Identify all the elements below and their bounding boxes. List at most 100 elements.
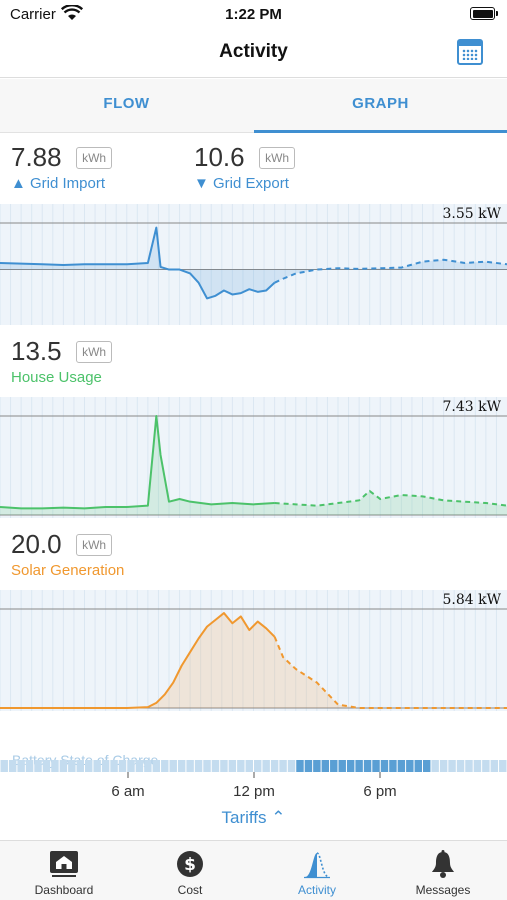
battery-cell bbox=[8, 760, 17, 772]
battery-cell bbox=[499, 760, 507, 772]
calendar-icon[interactable] bbox=[457, 39, 483, 65]
battery-cell bbox=[220, 760, 228, 772]
house-usage-metric: 13.5 kWh House Usage bbox=[11, 336, 113, 386]
tick-12pm: 12 pm bbox=[233, 783, 275, 800]
house-usage-label: House Usage bbox=[11, 369, 102, 386]
battery-cell bbox=[203, 760, 211, 772]
battery-cell bbox=[68, 760, 76, 772]
tick-6am: 6 am bbox=[111, 783, 145, 800]
battery-cell bbox=[161, 760, 169, 772]
battery-cell bbox=[380, 760, 389, 772]
battery-cell bbox=[296, 760, 304, 772]
house-area bbox=[0, 416, 507, 515]
battery-cell bbox=[313, 760, 321, 772]
house-chart[interactable]: 7.43 kW bbox=[0, 397, 507, 518]
battery-cell bbox=[414, 760, 422, 772]
battery-cell bbox=[110, 760, 118, 772]
battery-cell bbox=[85, 760, 93, 772]
page-title: Activity bbox=[219, 41, 288, 62]
segment-tabs: FLOW GRAPH bbox=[0, 79, 507, 133]
tab-graph[interactable]: GRAPH bbox=[254, 79, 507, 133]
battery-cell bbox=[51, 760, 59, 772]
tab-bar-dashboard-label: Dashboard bbox=[34, 883, 94, 897]
battery-cell bbox=[245, 760, 253, 772]
house-icon bbox=[50, 851, 78, 877]
battery-cell bbox=[406, 760, 414, 772]
solar-generation-label: Solar Generation bbox=[11, 562, 125, 579]
house-chart-max-label: 7.43 kW bbox=[442, 399, 502, 415]
bell-icon bbox=[432, 850, 454, 878]
battery-cell bbox=[237, 760, 245, 772]
battery-cell bbox=[169, 760, 177, 772]
tab-bar-dashboard[interactable]: Dashboard bbox=[1, 841, 127, 900]
battery-cell bbox=[346, 760, 355, 772]
tab-flow[interactable]: FLOW bbox=[103, 95, 150, 112]
grid-export-metric: 10.6 kWh ▼ Grid Export bbox=[194, 142, 296, 192]
solar-chart-max-label: 5.84 kW bbox=[442, 592, 502, 608]
tab-bar: Dashboard $ Cost Activity Messages bbox=[0, 840, 507, 900]
battery-cell bbox=[186, 760, 194, 772]
battery-cell bbox=[338, 760, 346, 772]
battery-cell bbox=[194, 760, 203, 772]
battery-cell bbox=[473, 760, 482, 772]
battery-cell bbox=[152, 760, 161, 772]
battery-cell bbox=[287, 760, 296, 772]
battery-cell bbox=[330, 760, 338, 772]
grid-chart-max-label: 3.55 kW bbox=[442, 206, 502, 222]
battery-cell bbox=[118, 760, 127, 772]
battery-cell bbox=[482, 760, 490, 772]
battery-cell bbox=[101, 760, 110, 772]
house-usage-value: 13.5 bbox=[11, 336, 62, 366]
tab-bar-cost[interactable]: $ Cost bbox=[127, 841, 253, 900]
battery-cell bbox=[135, 760, 144, 772]
battery-cell bbox=[355, 760, 363, 772]
battery-cell bbox=[127, 760, 135, 772]
grid-chart-svg bbox=[0, 204, 507, 325]
carrier-label: Carrier bbox=[10, 6, 56, 23]
grid-export-value: 10.6 bbox=[194, 142, 245, 172]
battery-cell bbox=[439, 760, 448, 772]
grid-import-value: 7.88 bbox=[11, 142, 62, 172]
battery-cell bbox=[279, 760, 287, 772]
battery-cell bbox=[177, 760, 186, 772]
nav-bar: Activity bbox=[0, 30, 507, 78]
battery-cell bbox=[25, 760, 34, 772]
battery-cell bbox=[304, 760, 313, 772]
battery-cell bbox=[397, 760, 406, 772]
battery-cell bbox=[389, 760, 397, 772]
battery-cell bbox=[431, 760, 439, 772]
battery-cell bbox=[34, 760, 42, 772]
tab-bar-messages[interactable]: Messages bbox=[380, 841, 506, 900]
solar-chart[interactable]: 5.84 kW bbox=[0, 590, 507, 711]
time-axis-ticks bbox=[127, 772, 381, 778]
battery-icon bbox=[470, 7, 498, 20]
tab-bar-activity-label: Activity bbox=[297, 883, 336, 897]
battery-cell bbox=[211, 760, 220, 772]
solar-generation-value: 20.0 bbox=[11, 529, 62, 559]
tab-bar-activity[interactable]: Activity bbox=[254, 841, 380, 900]
grid-import-unit: kWh bbox=[76, 146, 113, 169]
grid-export-label: ▼ Grid Export bbox=[194, 175, 289, 192]
battery-cell bbox=[448, 760, 456, 772]
battery-soc-strip[interactable] bbox=[0, 760, 507, 772]
battery-cell bbox=[76, 760, 84, 772]
status-time: 1:22 PM bbox=[225, 6, 282, 23]
battery-cell bbox=[456, 760, 465, 772]
battery-cell bbox=[490, 760, 499, 772]
activity-icon bbox=[304, 852, 330, 879]
battery-cell bbox=[465, 760, 473, 772]
battery-cell bbox=[423, 760, 431, 772]
battery-cell bbox=[42, 760, 51, 772]
grid-chart[interactable]: 3.55 kW bbox=[0, 204, 507, 325]
battery-cell bbox=[93, 760, 101, 772]
battery-cell bbox=[228, 760, 237, 772]
grid-import-label: ▲ Grid Import bbox=[11, 175, 106, 192]
grid-area bbox=[0, 227, 507, 299]
tariffs-toggle[interactable]: Tariffs ⌃ bbox=[221, 808, 286, 827]
tab-bar-cost-label: Cost bbox=[177, 883, 203, 897]
house-chart-svg bbox=[0, 397, 507, 518]
battery-cell bbox=[372, 760, 380, 772]
svg-text:$: $ bbox=[184, 855, 196, 875]
battery-cell bbox=[254, 760, 262, 772]
tab-bar-messages-label: Messages bbox=[415, 883, 471, 897]
